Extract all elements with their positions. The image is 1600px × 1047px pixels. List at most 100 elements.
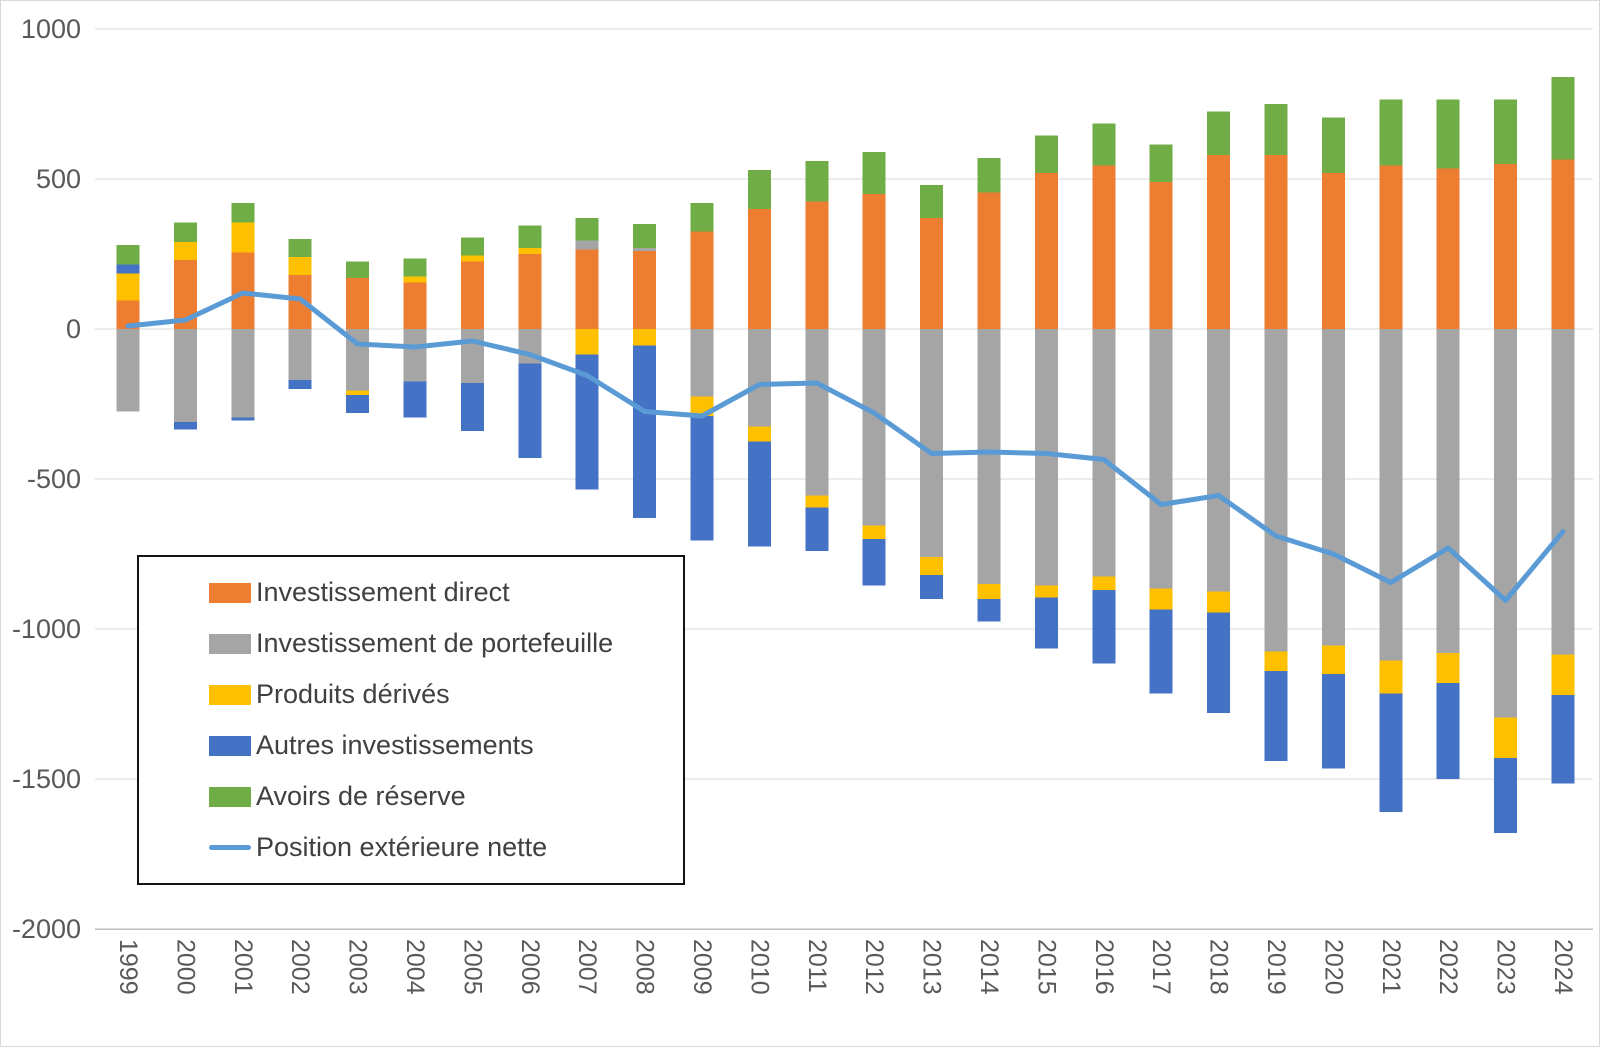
bar-investissement-de-portefeuille-2010: [747, 329, 771, 427]
bar-autres-investissements-2013: [920, 575, 944, 599]
bar-investissement-de-portefeuille-2013: [920, 329, 944, 557]
bar-avoirs-de-reserve-2021: [1379, 99, 1403, 166]
legend-item-position-exterieure-nette: Position extérieure nette: [209, 832, 683, 863]
legend-swatch-investissement-direct: [209, 582, 251, 603]
legend-swatch-investissement-de-portefeuille: [209, 633, 251, 654]
x-axis-label-2008: 2008: [631, 939, 659, 995]
x-axis-label-2012: 2012: [860, 939, 888, 995]
y-tick-label--500: -500: [27, 464, 81, 494]
bar-investissement-de-portefeuille-2014: [977, 329, 1001, 584]
bar-investissement-de-portefeuille-2001: [231, 329, 255, 418]
bar-investissement-direct-2014: [977, 192, 1001, 329]
bar-investissement-direct-2007: [575, 249, 599, 329]
bar-produits-derives-2001: [231, 222, 255, 253]
bar-produits-derives-1999: [116, 273, 140, 301]
bar-avoirs-de-reserve-2022: [1436, 99, 1460, 169]
y-tick-label-0: 0: [66, 314, 81, 344]
bar-investissement-de-portefeuille-2021: [1379, 329, 1403, 661]
legend-swatch-autres-investissements: [209, 735, 251, 756]
bar-produits-derives-2008: [633, 329, 657, 346]
bar-investissement-direct-2005: [460, 261, 484, 329]
bar-investissement-de-portefeuille-2011: [805, 329, 829, 496]
bar-produits-derives-2016: [1092, 576, 1116, 590]
bar-investissement-direct-2003: [346, 278, 370, 329]
bar-produits-derives-2018: [1207, 591, 1231, 613]
bar-autres-investissements-2010: [747, 441, 771, 547]
x-axis-label-2004: 2004: [401, 939, 429, 995]
bar-autres-investissements-2015: [1034, 597, 1058, 649]
bar-autres-investissements-2009: [690, 416, 714, 541]
bar-produits-derives-2011: [805, 495, 829, 508]
bar-investissement-de-portefeuille-1999: [116, 329, 140, 412]
y-tick-label--1500: -1500: [12, 764, 81, 794]
x-axis-label-2007: 2007: [573, 939, 601, 995]
bar-investissement-direct-2011: [805, 201, 829, 329]
bar-investissement-de-portefeuille-2018: [1207, 329, 1231, 592]
bar-autres-investissements-2022: [1436, 683, 1460, 779]
legend-label-investissement-direct: Investissement direct: [256, 577, 510, 607]
bar-produits-derives-2017: [1149, 588, 1173, 610]
bar-investissement-direct-2020: [1321, 173, 1345, 329]
y-tick-label-1000: 1000: [21, 14, 81, 44]
bar-avoirs-de-reserve-2024: [1551, 77, 1575, 160]
x-axis-label-2022: 2022: [1434, 939, 1462, 995]
x-axis-label-2005: 2005: [458, 939, 486, 995]
x-axis-label-2016: 2016: [1090, 939, 1118, 995]
x-axis-label-2020: 2020: [1319, 939, 1347, 995]
bar-produits-derives-2007: [575, 329, 599, 355]
x-axis-label-2014: 2014: [975, 939, 1003, 995]
bar-produits-derives-2020: [1321, 645, 1345, 674]
bar-produits-derives-2013: [920, 557, 944, 575]
legend-item-investissement-direct: Investissement direct: [209, 577, 683, 608]
x-axis-label-2003: 2003: [344, 939, 372, 995]
x-axis-label-2006: 2006: [516, 939, 544, 995]
bar-produits-derives-2022: [1436, 653, 1460, 683]
x-axis-label-1999: 1999: [114, 939, 142, 995]
bar-investissement-direct-2018: [1207, 155, 1231, 329]
legend-label-autres-investissements: Autres investissements: [256, 730, 534, 760]
bar-autres-investissements-2011: [805, 507, 829, 551]
bar-autres-investissements-2024: [1551, 695, 1575, 784]
legend-swatch-avoirs-de-reserve: [209, 786, 251, 807]
bar-avoirs-de-reserve-2004: [403, 258, 427, 277]
bar-autres-investissements-2004: [403, 381, 427, 418]
bar-produits-derives-2006: [518, 248, 542, 254]
bar-investissement-direct-2004: [403, 282, 427, 329]
bar-autres-investissements-2006: [518, 363, 542, 458]
bar-autres-investissements-1999: [116, 264, 140, 274]
bar-investissement-de-portefeuille-2012: [862, 329, 886, 526]
bar-avoirs-de-reserve-2000: [173, 222, 197, 242]
bar-produits-derives-2023: [1494, 717, 1518, 758]
bar-investissement-direct-2022: [1436, 168, 1460, 329]
legend-swatch-produits-derives: [209, 684, 251, 705]
x-axis-label-2018: 2018: [1205, 939, 1233, 995]
x-axis-label-2011: 2011: [803, 939, 831, 993]
bar-investissement-direct-2000: [173, 260, 197, 329]
bar-produits-derives-2000: [173, 242, 197, 260]
bar-produits-derives-2003: [346, 390, 370, 395]
bar-investissement-direct-2012: [862, 194, 886, 329]
bar-investissement-direct-2016: [1092, 165, 1116, 329]
bar-avoirs-de-reserve-2020: [1321, 117, 1345, 173]
bar-investissement-de-portefeuille-2015: [1034, 329, 1058, 586]
bar-produits-derives-2021: [1379, 660, 1403, 694]
x-axis-label-2023: 2023: [1492, 939, 1520, 995]
bar-investissement-de-portefeuille-2022: [1436, 329, 1460, 653]
legend-swatch-position-exterieure-nette: [209, 845, 251, 850]
x-axis-label-2013: 2013: [918, 939, 946, 995]
legend-label-position-exterieure-nette: Position extérieure nette: [256, 832, 548, 862]
bar-investissement-de-portefeuille-2009: [690, 329, 714, 397]
line-position-exterieure-nette: [125, 290, 1566, 603]
legend-item-produits-derives: Produits dérivés: [209, 679, 683, 710]
legend-item-avoirs-de-reserve: Avoirs de réserve: [209, 781, 683, 812]
bar-avoirs-de-reserve-2017: [1149, 144, 1173, 182]
x-axis-label-2000: 2000: [171, 939, 199, 995]
bar-autres-investissements-2008: [633, 345, 657, 518]
bar-investissement-de-portefeuille-2008: [633, 248, 657, 251]
legend-item-autres-investissements: Autres investissements: [209, 730, 683, 761]
x-axis-label-2019: 2019: [1262, 939, 1290, 995]
bar-avoirs-de-reserve-2005: [460, 237, 484, 256]
bar-autres-investissements-2005: [460, 383, 484, 431]
